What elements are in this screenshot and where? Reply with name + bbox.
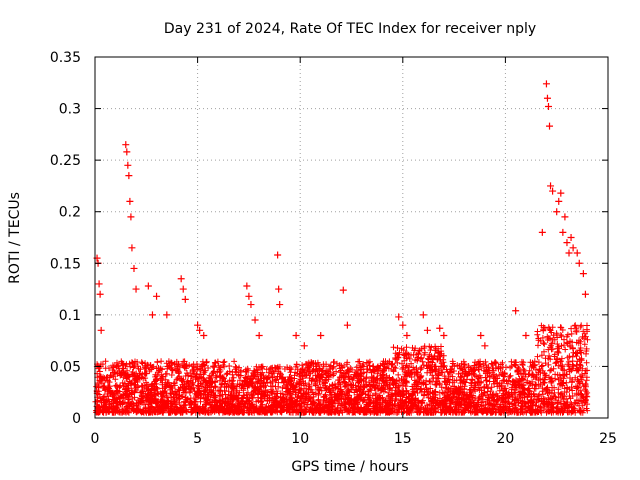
- data-point: [579, 270, 587, 278]
- data-point: [395, 313, 403, 321]
- data-point: [127, 213, 135, 221]
- data-point: [543, 94, 551, 102]
- data-point: [300, 342, 308, 350]
- data-point: [546, 122, 554, 130]
- data-point: [419, 311, 427, 319]
- data-point: [565, 249, 573, 257]
- data-point: [194, 321, 202, 329]
- data-point: [581, 290, 589, 298]
- x-tick-label: 0: [91, 431, 100, 447]
- data-point: [567, 234, 575, 241]
- y-tick-label: 0.35: [50, 50, 81, 66]
- data-point: [549, 187, 557, 195]
- data-point: [251, 316, 259, 324]
- x-tick-label: 15: [394, 431, 412, 447]
- data-point: [95, 280, 103, 288]
- x-tick-label: 20: [496, 431, 514, 447]
- data-point: [97, 326, 105, 334]
- roti-dense-points: [92, 322, 591, 416]
- axis-ticks: 0 5 10 15 20 25 0 0.05 0.1 0.15 0.2 0.25 0.3 0.35: [50, 50, 617, 447]
- y-tick-label: 0.15: [50, 256, 81, 272]
- data-point: [569, 244, 577, 252]
- data-point: [542, 80, 550, 88]
- data-point: [544, 103, 552, 111]
- data-point: [512, 307, 520, 315]
- y-axis-label: ROTI / TECUs: [7, 192, 23, 284]
- data-point: [575, 259, 583, 267]
- data-point: [179, 285, 187, 293]
- data-point: [477, 331, 485, 339]
- data-point: [247, 301, 255, 309]
- data-point: [538, 228, 546, 236]
- x-tick-label: 10: [291, 431, 309, 447]
- data-point: [124, 161, 132, 169]
- data-point: [243, 282, 251, 290]
- data-point: [96, 290, 104, 298]
- data-point: [255, 331, 263, 339]
- plot-frame: [94, 56, 609, 419]
- data-point: [399, 321, 407, 329]
- data-point: [403, 331, 411, 339]
- grid-lines: [95, 57, 608, 418]
- chart-title: Day 231 of 2024, Rate Of TEC Index for r…: [164, 21, 536, 37]
- data-point: [563, 239, 571, 247]
- data-point: [343, 321, 351, 329]
- data-point: [553, 208, 561, 216]
- y-tick-label: 0.3: [59, 102, 81, 118]
- data-point: [573, 249, 581, 257]
- y-tick-label: 0.1: [59, 308, 81, 324]
- data-point: [177, 275, 185, 283]
- data-point-cloud: [92, 322, 591, 416]
- data-point: [555, 197, 563, 205]
- data-point: [559, 228, 567, 236]
- data-point: [181, 295, 189, 303]
- data-point: [148, 311, 156, 319]
- data-point: [122, 141, 130, 149]
- x-axis-label: GPS time / hours: [291, 459, 408, 475]
- y-tick-label: 0: [72, 411, 81, 427]
- data-point: [132, 285, 140, 293]
- data-point: [547, 182, 555, 190]
- data-point: [481, 342, 489, 350]
- data-point: [126, 197, 134, 205]
- data-point: [557, 189, 565, 197]
- data-point: [274, 251, 282, 259]
- data-point: [125, 172, 133, 180]
- y-tick-label: 0.2: [59, 205, 81, 221]
- data-point: [163, 311, 171, 319]
- data-point: [561, 213, 569, 221]
- x-tick-label: 5: [193, 431, 202, 447]
- y-tick-label: 0.05: [50, 359, 81, 375]
- data-point: [144, 282, 152, 290]
- data-point: [436, 324, 444, 332]
- data-point: [292, 331, 300, 339]
- data-point: [522, 331, 530, 339]
- data-point: [440, 331, 448, 339]
- data-point: [128, 244, 136, 252]
- data-point: [245, 292, 253, 300]
- data-point: [196, 326, 204, 334]
- data-points: [93, 80, 589, 350]
- data-point: [153, 292, 161, 300]
- y-tick-label: 0.25: [50, 153, 81, 169]
- data-point: [276, 301, 284, 309]
- data-point: [275, 285, 283, 293]
- data-point: [200, 331, 208, 339]
- data-point: [317, 331, 325, 339]
- data-point: [423, 326, 431, 334]
- x-tick-label: 25: [599, 431, 617, 447]
- data-point: [123, 148, 131, 156]
- data-point: [339, 286, 347, 294]
- data-point: [130, 264, 138, 272]
